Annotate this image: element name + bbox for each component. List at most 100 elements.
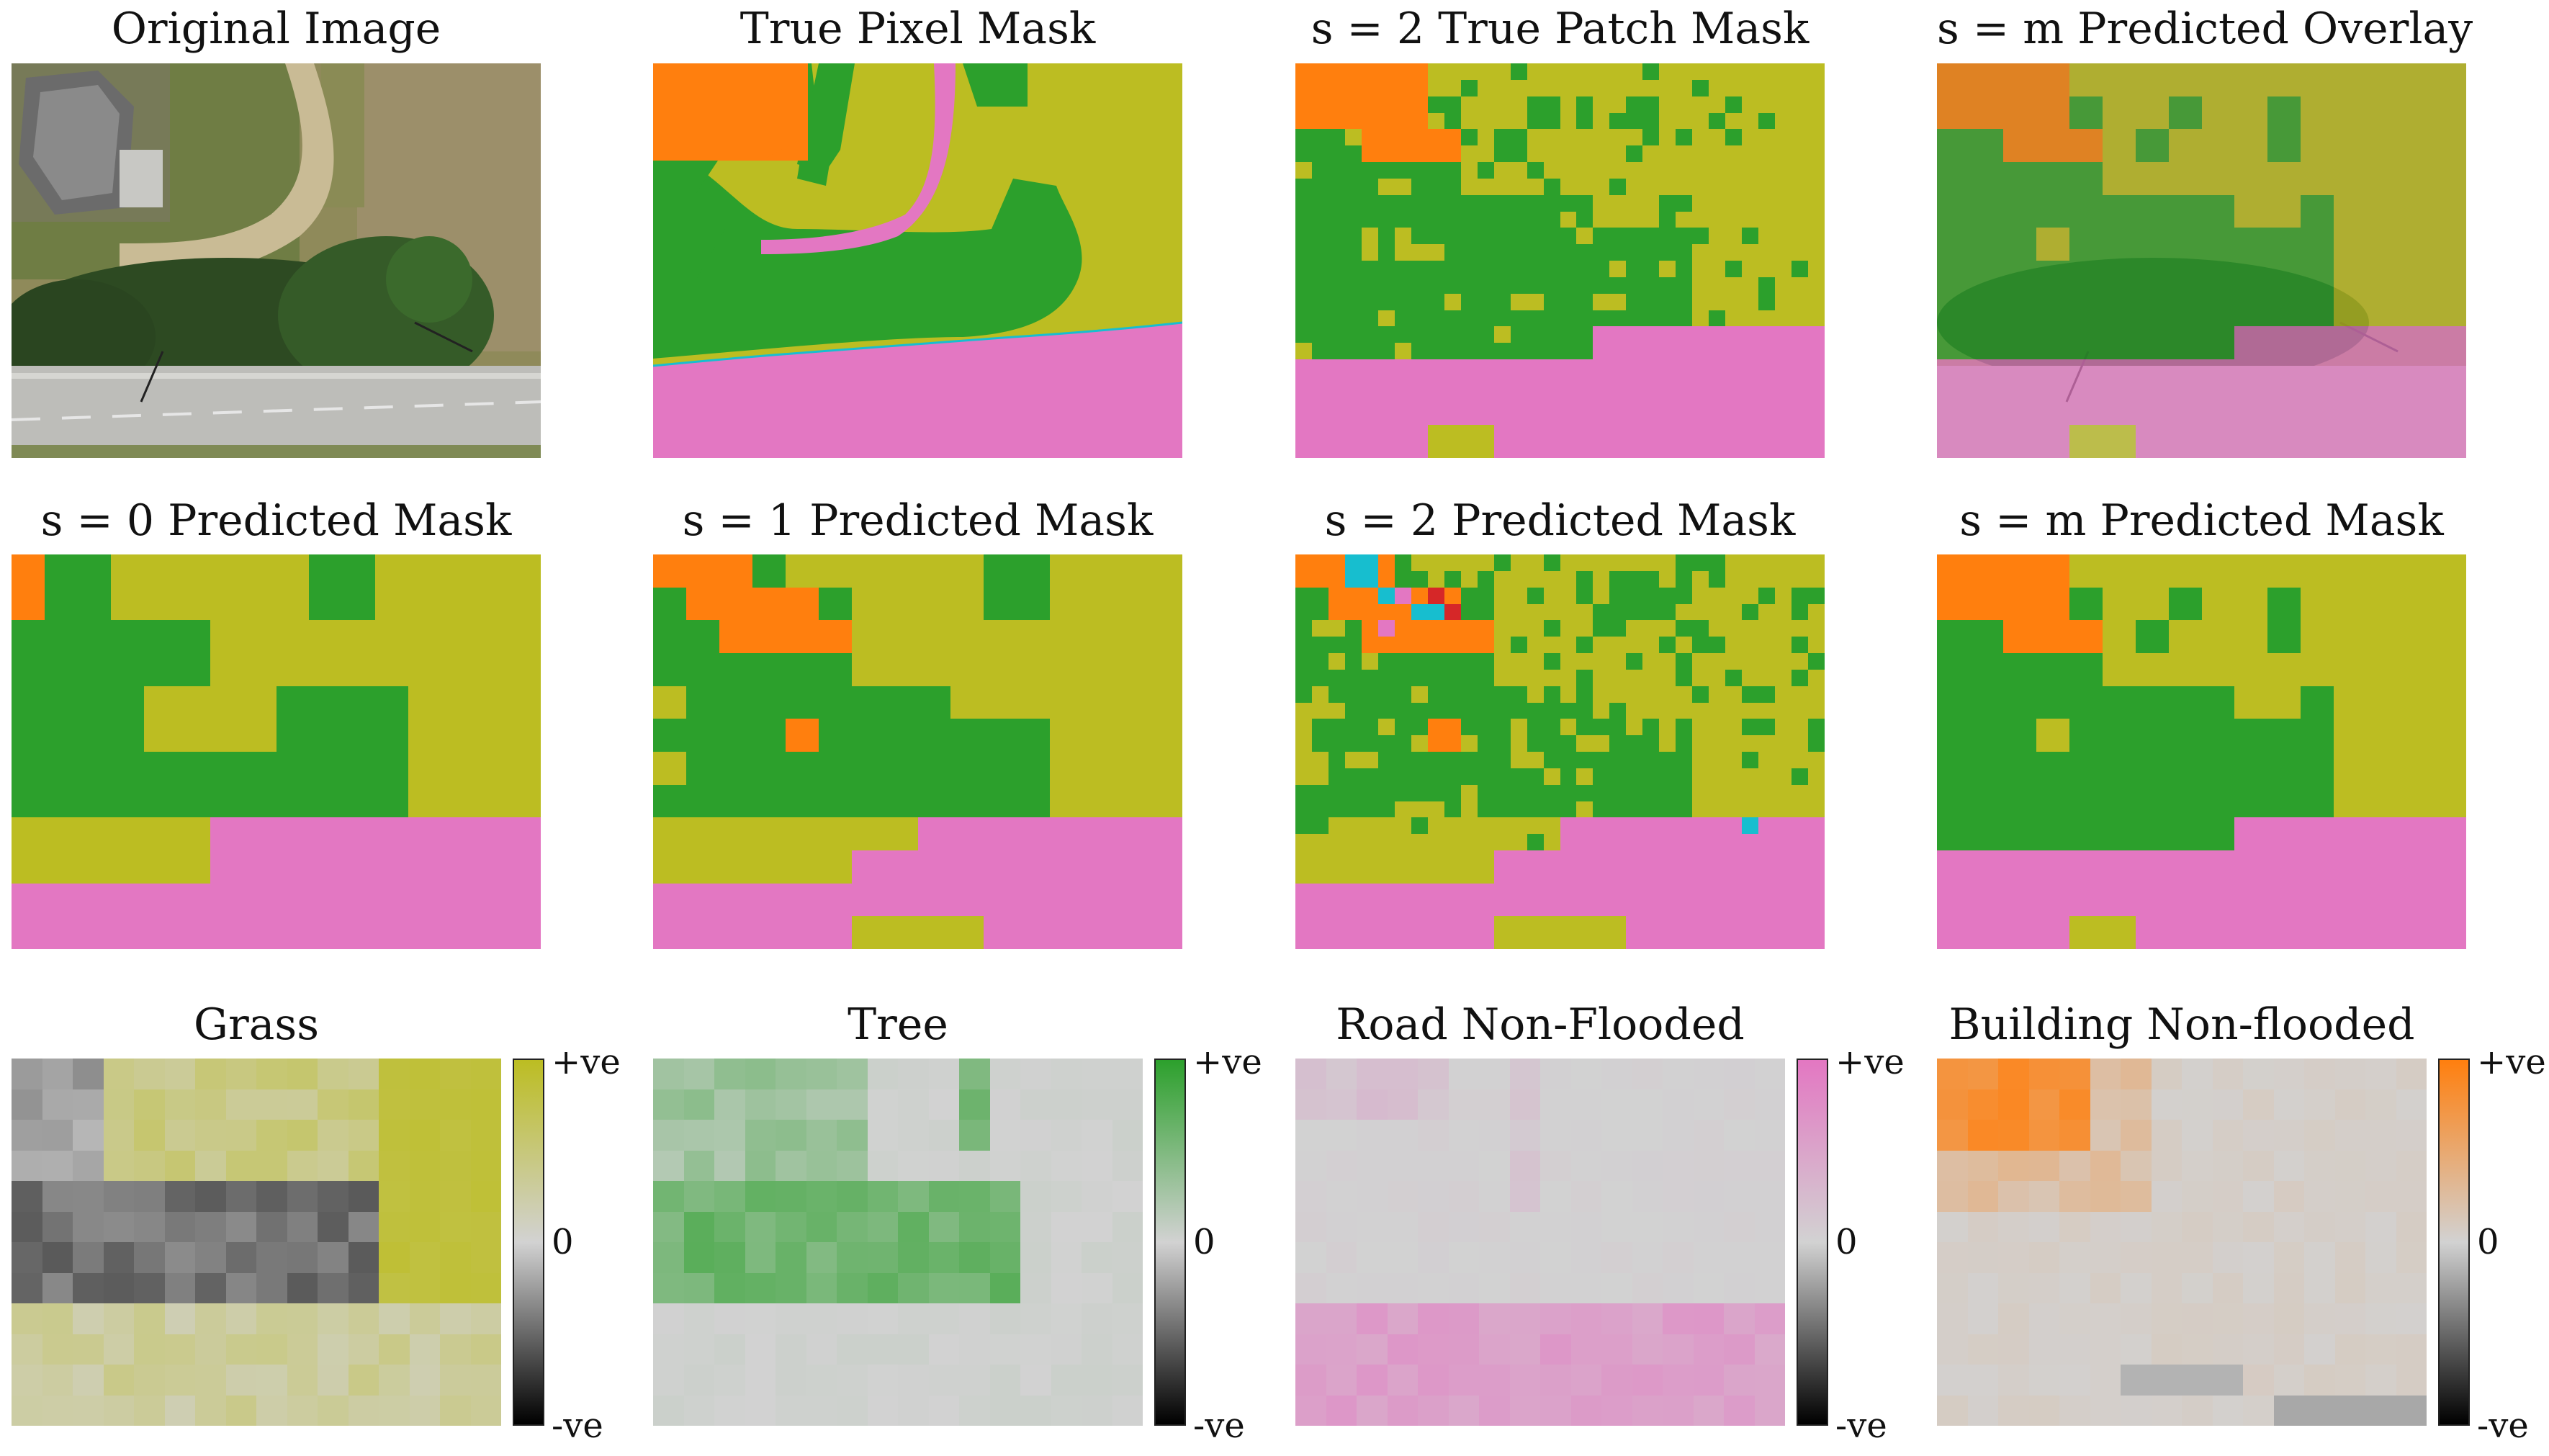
mask-cell — [1758, 228, 1776, 245]
mask-cell — [851, 817, 885, 850]
mask-cell — [1593, 669, 1610, 686]
mask-cell — [1937, 261, 1970, 294]
mask-cell — [1344, 768, 1362, 785]
mask-cell — [1083, 916, 1117, 949]
mask-cell — [1411, 277, 1428, 294]
mask-cell — [1775, 79, 1792, 96]
mask-cell — [1626, 784, 1643, 801]
mask-cell — [1477, 63, 1494, 80]
mask-cell — [1344, 669, 1362, 686]
mask-cell — [309, 653, 343, 686]
mask-cell — [1020, 1272, 1051, 1303]
mask-cell — [195, 1150, 226, 1181]
mask-cell — [110, 817, 144, 850]
mask-cell — [1112, 1303, 1143, 1334]
mask-cell — [1361, 570, 1378, 588]
mask-cell — [1543, 834, 1560, 850]
mask-cell — [653, 817, 686, 850]
mask-cell — [1328, 79, 1345, 96]
mask-cell — [1937, 194, 1970, 228]
mask-cell — [348, 1242, 379, 1273]
mask-cell — [1411, 669, 1428, 686]
mask-cell — [1642, 145, 1660, 162]
mask-cell — [776, 1059, 806, 1089]
mask-cell — [1969, 392, 2003, 426]
mask-cell — [818, 916, 852, 949]
mask-cell — [1742, 261, 1759, 277]
mask-cell — [745, 1120, 776, 1151]
mask-cell — [1693, 1059, 1724, 1089]
mask-cell — [2267, 620, 2301, 653]
mask-cell — [1527, 326, 1544, 343]
mask-cell — [409, 1059, 440, 1089]
mask-cell — [276, 784, 310, 818]
mask-cell — [1326, 1242, 1357, 1273]
mask-cell — [1328, 63, 1345, 80]
mask-cell — [1758, 162, 1776, 179]
mask-cell — [1427, 817, 1444, 835]
mask-cell — [225, 1334, 256, 1365]
mask-cell — [2135, 653, 2169, 686]
mask-cell — [1493, 702, 1511, 719]
mask-cell — [1808, 702, 1825, 719]
mask-cell — [1326, 1059, 1357, 1089]
mask-cell — [1477, 326, 1494, 343]
mask-cell — [2301, 326, 2334, 359]
mask-cell — [752, 752, 786, 785]
mask-cell — [1758, 178, 1776, 195]
mask-cell — [806, 1272, 837, 1303]
mask-cell — [2028, 1089, 2059, 1120]
title-tree-heatmap: Tree — [848, 999, 948, 1050]
mask-cell — [2069, 261, 2103, 294]
mask-cell — [1493, 883, 1511, 900]
mask-cell — [2121, 1272, 2152, 1303]
mask-cell — [1632, 1272, 1663, 1303]
mask-cell — [1969, 883, 2003, 917]
mask-cell — [928, 1120, 959, 1151]
mask-cell — [1676, 244, 1693, 261]
mask-cell — [1527, 735, 1544, 752]
mask-cell — [1593, 392, 1610, 409]
mask-cell — [2234, 359, 2268, 392]
mask-cell — [1642, 129, 1660, 146]
mask-cell — [2059, 1150, 2090, 1181]
mask-cell — [2135, 752, 2169, 785]
mask-cell — [1709, 343, 1726, 359]
mask-cell — [1493, 63, 1511, 80]
mask-cell — [2367, 850, 2401, 884]
mask-cell — [1724, 1181, 1755, 1212]
mask-cell — [1377, 261, 1395, 277]
mask-cell — [1659, 343, 1676, 359]
mask-cell — [714, 1120, 745, 1151]
mask-cell — [1328, 603, 1345, 621]
mask-cell — [2304, 1120, 2335, 1151]
mask-cell — [1676, 228, 1693, 245]
mask-cell — [1377, 359, 1395, 376]
mask-cell — [1742, 834, 1759, 850]
mask-cell — [1570, 1272, 1601, 1303]
mask-cell — [1460, 554, 1478, 571]
mask-cell — [256, 1120, 287, 1151]
mask-cell — [2243, 1181, 2274, 1212]
mask-cell — [1808, 293, 1825, 310]
mask-cell — [2301, 587, 2334, 621]
mask-cell — [1692, 850, 1709, 867]
mask-cell — [1411, 145, 1428, 162]
mask-cell — [1295, 850, 1312, 867]
mask-cell — [2243, 1120, 2274, 1151]
mask-cell — [1543, 96, 1560, 113]
mask-cell — [1493, 96, 1511, 113]
mask-cell — [1477, 570, 1494, 588]
mask-cell — [2334, 261, 2368, 294]
mask-cell — [176, 817, 210, 850]
mask-cell — [1659, 784, 1676, 801]
mask-cell — [1311, 735, 1329, 752]
mask-cell — [1540, 1272, 1571, 1303]
mask-cell — [1709, 866, 1726, 884]
mask-cell — [1510, 178, 1527, 195]
mask-cell — [2036, 554, 2069, 588]
mask-cell — [2069, 293, 2103, 327]
original-aerial-image — [12, 63, 541, 458]
mask-cell — [1344, 441, 1362, 458]
mask-cell — [276, 719, 310, 752]
